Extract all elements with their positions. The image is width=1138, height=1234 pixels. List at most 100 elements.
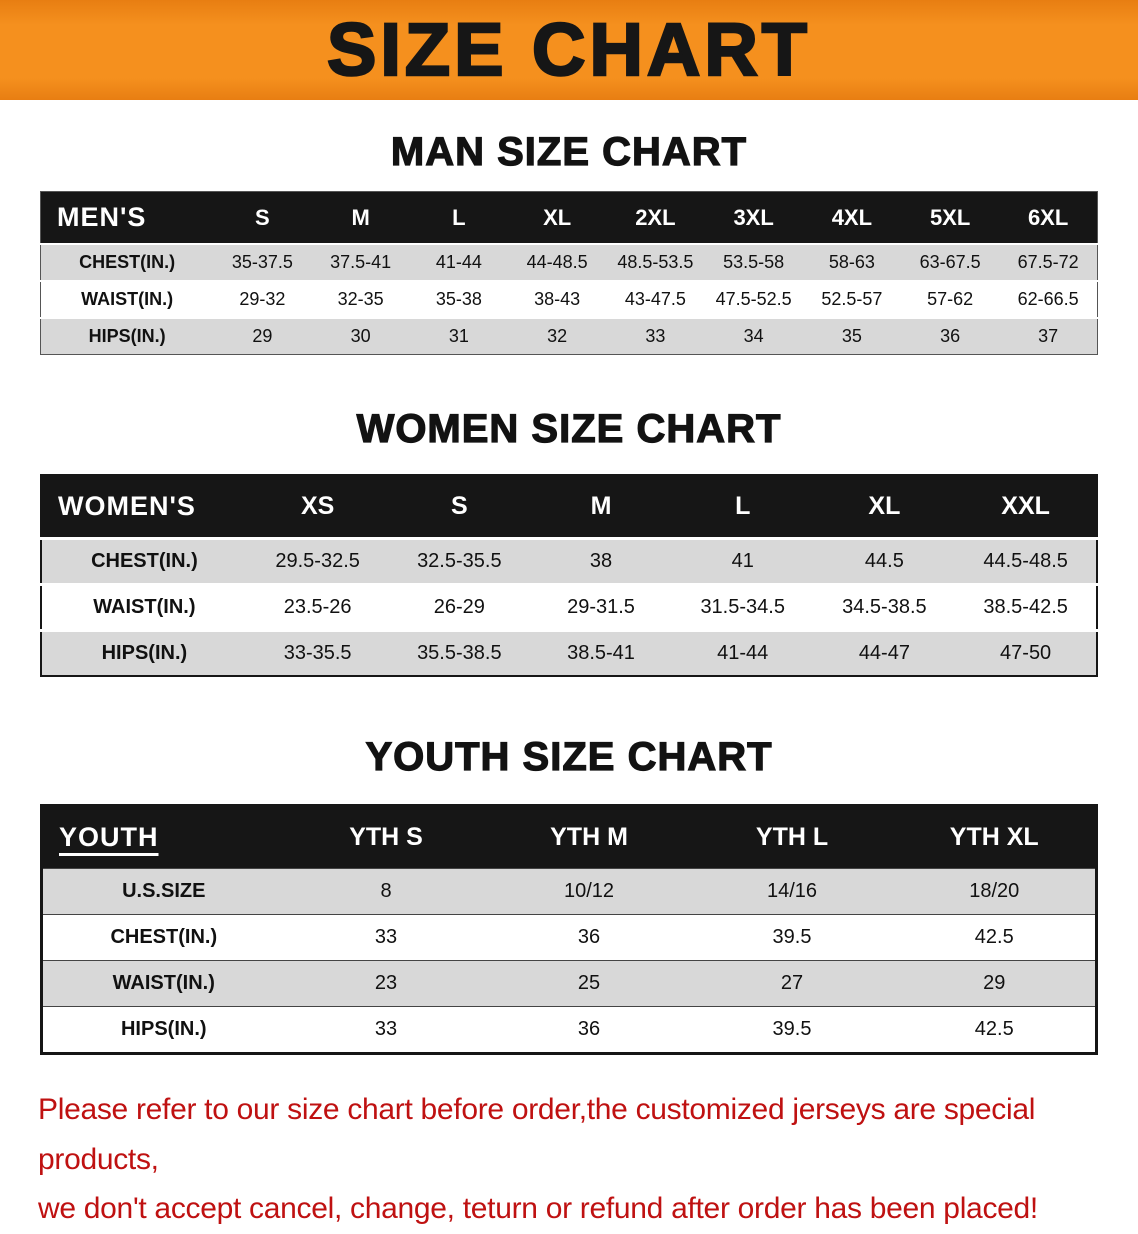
table-title-cell: MEN'S (40, 191, 214, 244)
table-header-row: WOMEN'S XS S M L XL XXL (41, 475, 1097, 539)
banner: SIZE CHART (0, 0, 1138, 100)
table-cell: 35-37.5 (231, 252, 293, 272)
column-header: 2XL (606, 191, 705, 244)
table-row: HIPS(IN.) 33-35.5 35.5-38.5 38.5-41 41-44 44-… (41, 630, 1097, 676)
table-cell: 14/16 (766, 880, 818, 902)
column-header: XL (508, 191, 607, 244)
table-cell: 44.5 (864, 550, 904, 572)
table-cell: 23.5-26 (283, 596, 352, 618)
table-cell: 47-50 (1000, 642, 1052, 664)
section-title-women: WOMEN SIZE CHART (356, 406, 782, 451)
row-label: WAIST(IN.) (93, 596, 196, 618)
column-header: 6XL (999, 191, 1098, 244)
table-cell: 39.5 (772, 1018, 812, 1040)
table-cell: 57-62 (927, 289, 974, 309)
footer-line-2: we don't accept cancel, change, teturn o… (38, 1192, 1038, 1225)
table-cell: 29 (983, 972, 1006, 994)
table-cell: 44.5-48.5 (983, 550, 1068, 572)
column-header: M (311, 191, 410, 244)
table-cell: 44-47 (858, 642, 910, 664)
table-cell: 58-63 (828, 252, 875, 272)
table-cell: 38.5-42.5 (983, 596, 1068, 618)
table-row: HIPS(IN.) 33 36 39.5 42.5 (41, 1006, 1097, 1054)
table-cell: 53.5-58 (723, 252, 785, 272)
table-row: U.S.SIZE 8 10/12 14/16 18/20 (41, 868, 1097, 915)
table-cell: 48.5-53.5 (617, 252, 694, 272)
table-cell: 32.5-35.5 (417, 550, 502, 572)
table-cell: 29 (252, 326, 273, 346)
row-label: WAIST(IN.) (81, 289, 174, 309)
table-cell: 26-29 (433, 596, 485, 618)
table-cell: 36 (577, 1018, 601, 1040)
column-header: 5XL (901, 191, 1000, 244)
table-row: CHEST(IN.) 33 36 39.5 42.5 (41, 914, 1097, 961)
table-row: WAIST(IN.) 29-32 32-35 35-38 38-43 43-47.5 47.… (40, 281, 1098, 318)
table-cell: 34 (743, 326, 764, 346)
row-label: U.S.SIZE (122, 880, 206, 902)
table-cell: 38-43 (534, 289, 581, 309)
table-cell: 35 (841, 326, 862, 346)
column-header: S (213, 191, 312, 244)
column-header: M (530, 475, 672, 539)
table-cell: 33 (645, 326, 666, 346)
row-label: WAIST(IN.) (112, 972, 215, 994)
women-size-table: WOMEN'S XS S M L XL XXL CHEST(IN.) 29.5-32.5 32.5… (40, 474, 1098, 677)
table-cell: 30 (350, 326, 371, 346)
table-cell: 33-35.5 (283, 642, 352, 664)
table-cell: 62-66.5 (1017, 289, 1079, 309)
table-cell: 37.5-41 (330, 252, 392, 272)
table-cell: 41-44 (435, 252, 482, 272)
row-label: CHEST(IN.) (79, 252, 176, 272)
table-cell: 10/12 (563, 880, 615, 902)
table-cell: 38.5-41 (567, 642, 635, 664)
column-header: L (671, 475, 814, 539)
table-cell: 27 (780, 972, 804, 994)
table-row: HIPS(IN.) 29 30 31 32 33 34 35 36 37 (40, 318, 1098, 355)
page-title: SIZE CHART (326, 8, 811, 91)
table-cell: 32-35 (337, 289, 384, 309)
column-header: YTH L (690, 805, 894, 869)
table-cell: 44-48.5 (526, 252, 588, 272)
youth-size-table: YOUTH YTH S YTH M YTH L YTH XL U.S.SIZE 8 10/12… (40, 804, 1098, 1055)
table-cell: 31.5-34.5 (700, 596, 785, 618)
table-cell: 37 (1038, 326, 1059, 346)
men-size-table: MEN'S S M L XL 2XL 3XL 4XL 5XL 6XL CHEST(IN.) 35-37… (40, 191, 1098, 355)
section-title-youth: YOUTH SIZE CHART (365, 734, 773, 779)
women-size-section: WOMEN SIZE CHART WOMEN'S XS S M L XL XXL CHEST(… (0, 355, 1138, 677)
column-header: YTH M (487, 805, 691, 869)
table-cell: 18/20 (969, 880, 1020, 902)
table-cell: 35-38 (435, 289, 482, 309)
table-cell: 32 (547, 326, 568, 346)
row-label: CHEST(IN.) (110, 926, 218, 948)
table-cell: 43-47.5 (624, 289, 686, 309)
column-header: YTH S (284, 805, 488, 869)
table-cell: 29-32 (239, 289, 286, 309)
row-label: CHEST(IN.) (91, 550, 198, 572)
column-header: 4XL (802, 191, 901, 244)
row-label: HIPS(IN.) (88, 326, 166, 346)
column-header: YTH XL (893, 805, 1097, 869)
table-cell: 29.5-32.5 (275, 550, 360, 572)
table-cell: 41 (731, 550, 754, 572)
table-cell: 23 (374, 972, 398, 994)
column-header: S (388, 475, 531, 539)
table-cell: 36 (577, 926, 601, 948)
table-cell: 33 (374, 926, 398, 948)
table-cell: 34.5-38.5 (842, 596, 927, 618)
table-row: WAIST(IN.) 23 25 27 29 (41, 960, 1097, 1007)
table-cell: 25 (577, 972, 601, 994)
table-header-row: YOUTH YTH S YTH M YTH L YTH XL (41, 805, 1097, 869)
table-cell: 8 (380, 880, 392, 902)
table-title-cell: YOUTH (41, 805, 285, 869)
table-row: CHEST(IN.) 29.5-32.5 32.5-35.5 38 41 44.5 44.5… (41, 538, 1097, 585)
table-cell: 29-31.5 (567, 596, 635, 618)
row-label: HIPS(IN.) (101, 642, 188, 664)
column-header: XL (813, 475, 956, 539)
row-label: HIPS(IN.) (120, 1018, 207, 1040)
men-size-section: MAN SIZE CHART MEN'S S M L XL 2XL 3XL 4XL 5XL 6XL… (0, 100, 1138, 355)
table-cell: 41-44 (717, 642, 769, 664)
column-header: 3XL (704, 191, 803, 244)
table-cell: 33 (374, 1018, 398, 1040)
table-cell: 52.5-57 (821, 289, 883, 309)
